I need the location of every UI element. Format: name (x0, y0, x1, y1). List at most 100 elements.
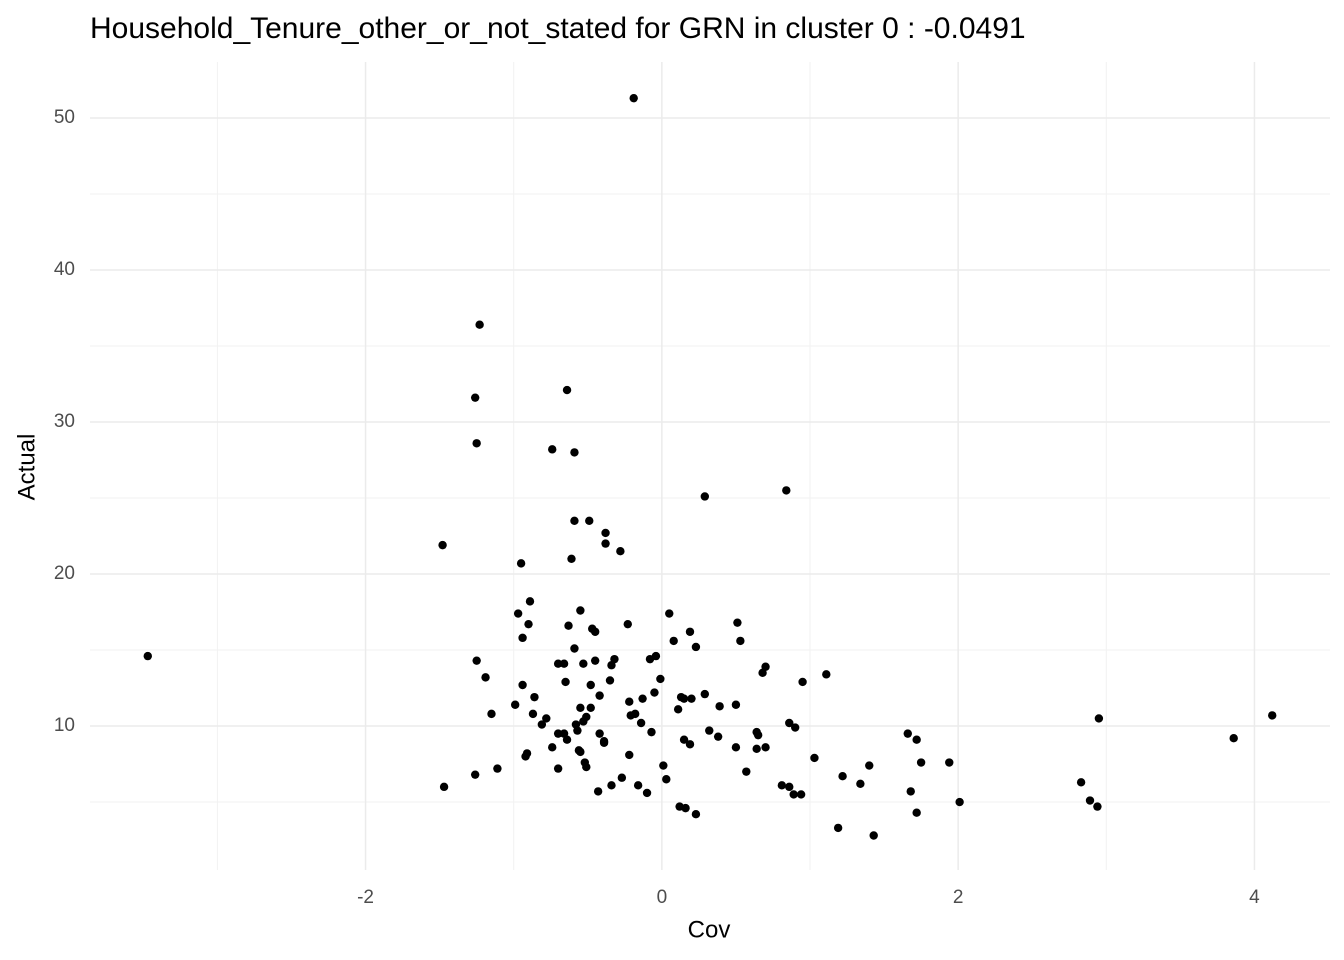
point (669, 636, 678, 646)
point (789, 790, 798, 799)
point (651, 651, 661, 661)
point (650, 688, 659, 697)
point (796, 790, 806, 799)
point (625, 697, 634, 706)
point (513, 609, 523, 618)
point (521, 752, 530, 761)
point (548, 743, 557, 752)
point (580, 758, 590, 767)
point (553, 659, 563, 668)
point (736, 636, 745, 646)
point (571, 720, 581, 729)
point (576, 703, 585, 712)
point (761, 662, 770, 671)
point (647, 727, 656, 737)
point (916, 758, 926, 767)
point (642, 788, 652, 798)
point (143, 651, 152, 661)
x-axis-title: Cov (688, 916, 731, 943)
point (593, 787, 603, 796)
point (629, 93, 638, 103)
point (576, 747, 585, 757)
x-tick-label: -2 (357, 887, 374, 908)
point (733, 618, 742, 627)
point (700, 492, 710, 501)
point (481, 673, 490, 682)
point (595, 729, 604, 738)
point (601, 539, 610, 548)
point (438, 540, 447, 550)
point (630, 709, 640, 719)
point (475, 320, 484, 329)
point (528, 709, 538, 719)
point (810, 753, 819, 763)
point (656, 674, 665, 684)
point (601, 528, 610, 538)
point (790, 723, 800, 732)
point (623, 619, 632, 629)
point (1229, 733, 1238, 743)
point (906, 787, 915, 796)
point (439, 782, 449, 792)
point (679, 694, 689, 703)
point (912, 808, 921, 817)
point (1094, 714, 1104, 723)
point (493, 764, 502, 773)
point (607, 781, 616, 790)
point (605, 676, 615, 685)
y-axis-title: Actual (13, 434, 40, 501)
y-tick-label: 20 (54, 563, 75, 584)
point (761, 743, 770, 752)
point (662, 775, 671, 784)
point (524, 619, 533, 629)
point (785, 782, 794, 792)
point (713, 732, 723, 741)
point (542, 714, 551, 723)
point (530, 692, 539, 702)
point (731, 743, 741, 752)
point (607, 661, 616, 670)
point (822, 670, 831, 679)
point (553, 764, 563, 773)
point (681, 803, 690, 813)
point (562, 385, 572, 395)
point (636, 718, 646, 728)
point (590, 627, 600, 636)
point (579, 717, 588, 726)
x-tick-label: 2 (953, 887, 964, 908)
point (685, 627, 695, 636)
point (579, 659, 588, 668)
point (665, 609, 674, 618)
point (798, 677, 807, 687)
point (516, 559, 526, 568)
point (679, 735, 689, 744)
chart-title: Household_Tenure_other_or_not_stated for… (90, 12, 1026, 45)
point (525, 597, 535, 606)
point (856, 779, 865, 789)
point (715, 702, 724, 711)
point (865, 761, 874, 770)
point (599, 738, 609, 747)
y-tick-label: 50 (54, 107, 75, 128)
point (570, 644, 579, 653)
point (685, 740, 695, 749)
point (518, 680, 527, 690)
point (833, 823, 843, 833)
point (687, 694, 696, 703)
point (518, 633, 527, 643)
point (585, 516, 594, 526)
point (869, 831, 878, 840)
point (470, 393, 480, 402)
point (731, 700, 741, 709)
point (785, 718, 794, 728)
point (625, 750, 634, 760)
point (752, 727, 761, 737)
point (752, 744, 761, 754)
point (1085, 796, 1095, 805)
point (510, 700, 520, 709)
point (567, 554, 576, 564)
point (912, 735, 921, 744)
point (564, 621, 573, 630)
point (955, 797, 964, 807)
point (1268, 711, 1277, 720)
